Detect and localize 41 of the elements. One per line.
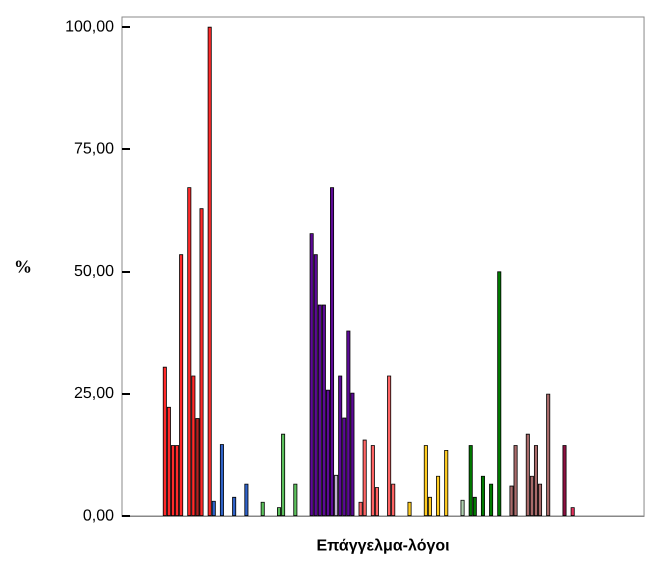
y-tick-label: 0,00 xyxy=(82,508,114,524)
bar xyxy=(220,444,224,516)
bar xyxy=(293,484,298,516)
y-tick-label: 100,00 xyxy=(65,18,114,36)
bar xyxy=(200,208,204,516)
bar xyxy=(281,434,286,516)
bar xyxy=(179,254,184,516)
bar xyxy=(260,502,265,516)
bar xyxy=(208,26,212,516)
bar xyxy=(514,445,518,516)
bar xyxy=(162,366,167,516)
bar xyxy=(562,445,567,516)
bar xyxy=(362,440,367,516)
bar xyxy=(546,394,550,516)
bar xyxy=(444,450,448,516)
bar xyxy=(436,476,440,516)
bar xyxy=(497,271,502,516)
bar xyxy=(187,187,192,516)
y-tick-label: 25,00 xyxy=(74,385,114,402)
x-axis-title: Επάγγελμα-λόγοι xyxy=(316,538,450,554)
y-tick-label: 75,00 xyxy=(74,140,114,158)
bar xyxy=(310,233,314,516)
bar xyxy=(480,476,485,516)
bar xyxy=(338,376,342,516)
bar xyxy=(570,507,575,516)
bar xyxy=(526,434,530,516)
bar xyxy=(232,496,236,516)
bar xyxy=(322,304,326,516)
y-tick-label: 50,00 xyxy=(74,262,114,280)
bar xyxy=(534,445,538,516)
bar xyxy=(468,445,473,516)
y-axis-title: % xyxy=(14,256,32,276)
bar xyxy=(346,330,350,516)
bar xyxy=(460,500,465,516)
bar xyxy=(330,187,334,516)
bar xyxy=(408,502,412,516)
bar xyxy=(370,445,375,516)
bar xyxy=(489,484,494,516)
bar xyxy=(424,445,428,516)
bar xyxy=(244,484,248,516)
bar xyxy=(387,376,392,516)
